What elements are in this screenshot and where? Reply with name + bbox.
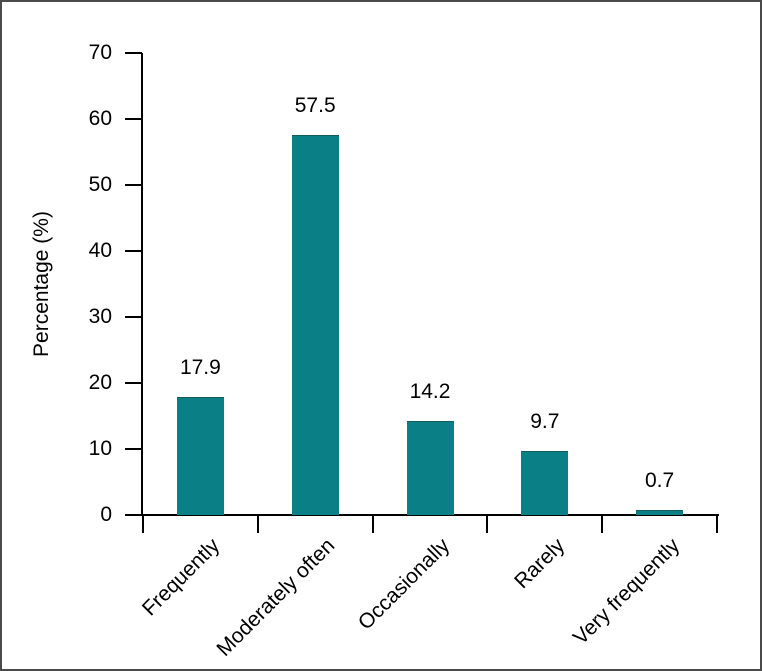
y-tick-label: 50 xyxy=(88,173,112,196)
y-tick-label: 0 xyxy=(100,503,112,526)
bar xyxy=(176,397,224,515)
y-tick xyxy=(125,250,142,252)
bar xyxy=(521,451,569,515)
y-tick-label: 30 xyxy=(88,305,112,328)
x-tick xyxy=(371,516,374,533)
x-tick xyxy=(716,516,718,533)
y-tick xyxy=(125,382,142,384)
x-category-label: Frequently xyxy=(138,534,225,621)
x-tick xyxy=(142,516,144,533)
y-tick-label: 60 xyxy=(88,107,112,130)
y-tick-label: 70 xyxy=(88,41,112,64)
bar-value-label: 0.7 xyxy=(644,469,675,492)
y-axis-title: Percentage (%) xyxy=(30,211,53,357)
bar-value-label: 57.5 xyxy=(294,94,336,117)
y-tick xyxy=(125,184,142,186)
y-tick-label: 40 xyxy=(88,239,112,262)
x-category-label: Occasionally xyxy=(353,534,455,635)
bar xyxy=(291,135,339,515)
x-tick xyxy=(601,516,604,533)
y-tick-label: 10 xyxy=(88,437,112,460)
y-tick xyxy=(125,52,142,54)
y-tick-label: 20 xyxy=(88,371,112,394)
x-category-label: Rarely xyxy=(509,534,570,594)
y-tick xyxy=(125,316,142,318)
bar xyxy=(406,421,454,515)
x-category-label: Very frequently xyxy=(568,534,684,650)
bar xyxy=(636,510,684,515)
x-axis-line xyxy=(141,514,719,516)
x-category-label: Moderately often xyxy=(212,534,340,661)
x-tick xyxy=(256,516,259,533)
x-tick xyxy=(486,516,489,533)
y-tick xyxy=(125,118,142,120)
bar-value-label: 14.2 xyxy=(409,380,451,403)
bar-value-label: 9.7 xyxy=(530,410,560,433)
y-tick xyxy=(125,514,142,516)
bar-value-label: 17.9 xyxy=(179,356,221,379)
y-tick xyxy=(125,448,142,450)
y-axis-line xyxy=(141,53,143,516)
